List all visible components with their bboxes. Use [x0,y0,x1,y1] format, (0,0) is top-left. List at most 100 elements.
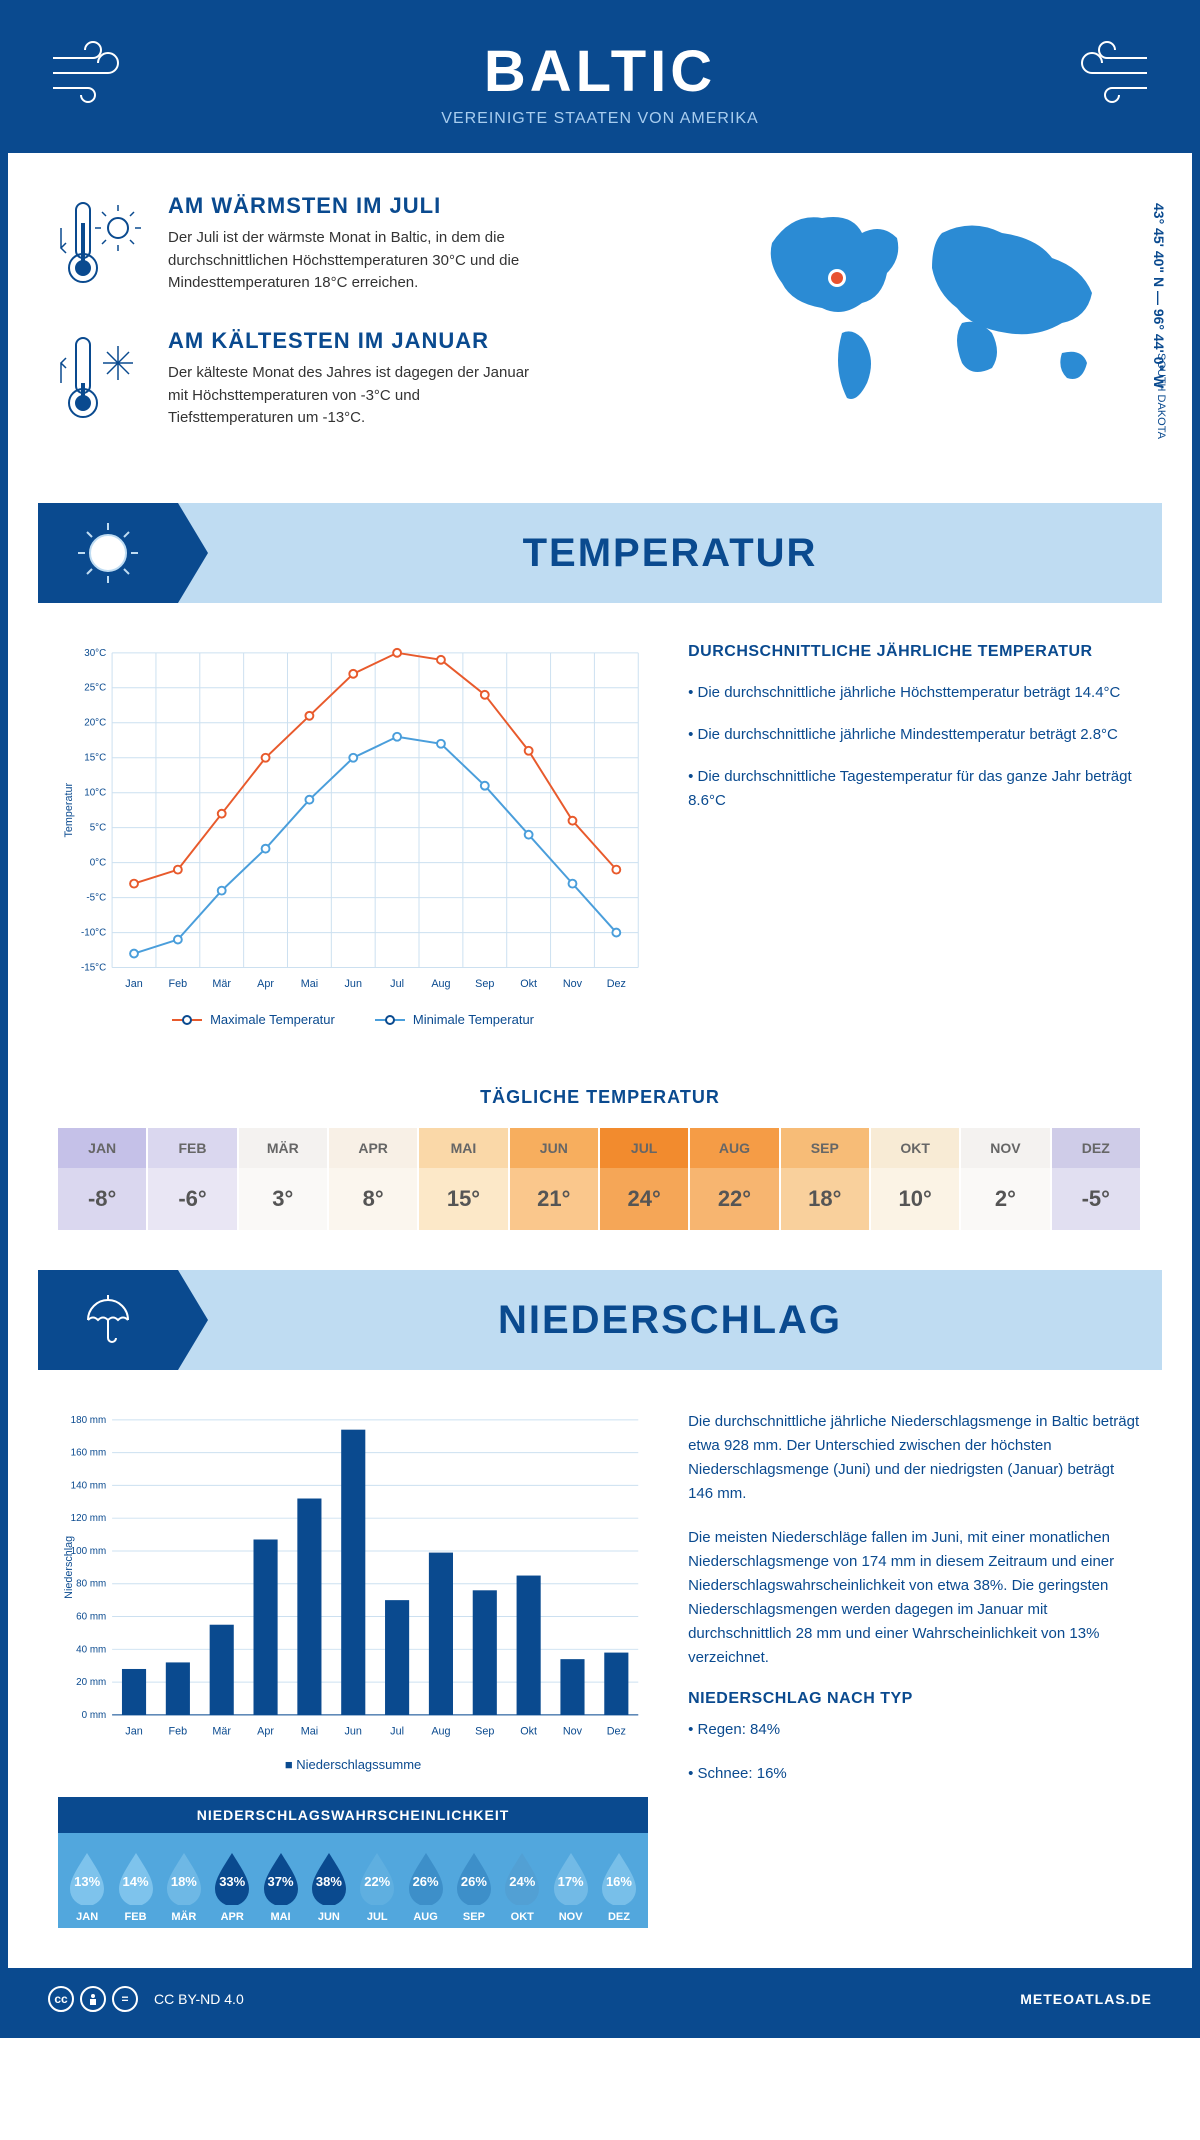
page-subtitle: VEREINIGTE STAATEN VON AMERIKA [441,110,758,128]
svg-text:Jul: Jul [390,1726,404,1738]
cc-icon: cc [48,1986,74,2012]
probability-cell: 26% SEP [450,1851,498,1923]
coldest-block: AM KÄLTESTEN IM JANUAR Der kälteste Mona… [58,328,702,433]
temp-info-title: DURCHSCHNITTLICHE JÄHRLICHE TEMPERATUR [688,643,1142,661]
precip-type1: • Regen: 84% [688,1718,1142,1742]
svg-text:Mär: Mär [212,1726,231,1738]
svg-text:Sep: Sep [475,978,494,990]
daily-cell: JAN -8° [58,1128,148,1230]
svg-text:Apr: Apr [257,1726,274,1738]
temp-blocks: AM WÄRMSTEN IM JULI Der Juli ist der wär… [58,193,702,463]
raindrop-icon: 24% [500,1851,544,1905]
raindrop-icon: 38% [307,1851,351,1905]
svg-text:Nov: Nov [563,1726,583,1738]
svg-text:Mai: Mai [301,978,318,990]
precip-p1: Die durchschnittliche jährliche Niedersc… [688,1410,1142,1506]
daily-cell: NOV 2° [961,1128,1051,1230]
temp-legend: Maximale Temperatur Minimale Temperatur [58,1012,648,1027]
daily-cell: DEZ -5° [1052,1128,1142,1230]
svg-text:100 mm: 100 mm [71,1546,107,1557]
precip-text: Die durchschnittliche jährliche Niedersc… [688,1410,1142,1928]
site-name: METEOATLAS.DE [1020,1991,1152,2007]
probability-cell: 37% MAI [256,1851,304,1923]
warmest-text: AM WÄRMSTEN IM JULI Der Juli ist der wär… [168,193,548,298]
raindrop-icon: 18% [162,1851,206,1905]
temp-info-p2: • Die durchschnittliche jährliche Mindes… [688,723,1142,747]
probability-cell: 14% FEB [111,1851,159,1923]
svg-text:Jul: Jul [390,978,404,990]
warmest-title: AM WÄRMSTEN IM JULI [168,193,548,219]
svg-text:0°C: 0°C [90,858,107,869]
svg-text:160 mm: 160 mm [71,1448,107,1459]
legend-min: Minimale Temperatur [375,1012,534,1027]
svg-text:120 mm: 120 mm [71,1513,107,1524]
daily-cell: JUL 24° [600,1128,690,1230]
raindrop-icon: 14% [114,1851,158,1905]
svg-text:20 mm: 20 mm [76,1677,106,1688]
svg-text:Mai: Mai [301,1726,318,1738]
svg-text:Jan: Jan [125,978,142,990]
umbrella-icon [38,1270,178,1370]
svg-text:30°C: 30°C [84,648,106,659]
precip-section: 0 mm20 mm40 mm60 mm80 mm100 mm120 mm140 … [8,1370,1192,1968]
probability-cell: 13% JAN [63,1851,111,1923]
probability-cell: 17% NOV [546,1851,594,1923]
precip-type2: • Schnee: 16% [688,1762,1142,1786]
svg-text:Temperatur: Temperatur [63,782,75,837]
world-map: 43° 45' 40" N — 96° 44' 0" W SOUTH DAKOT… [742,193,1142,463]
daily-temp-title: TÄGLICHE TEMPERATUR [8,1087,1192,1108]
precip-left: 0 mm20 mm40 mm60 mm80 mm100 mm120 mm140 … [58,1410,648,1928]
svg-text:Apr: Apr [257,978,274,990]
svg-text:180 mm: 180 mm [71,1415,107,1426]
svg-text:Dez: Dez [607,1726,626,1738]
probability-cell: 38% JUN [305,1851,353,1923]
svg-text:Mär: Mär [212,978,231,990]
svg-text:-10°C: -10°C [81,928,106,939]
warmest-desc: Der Juli ist der wärmste Monat in Baltic… [168,227,548,295]
daily-cell: APR 8° [329,1128,419,1230]
raindrop-icon: 26% [452,1851,496,1905]
svg-text:60 mm: 60 mm [76,1612,106,1623]
coldest-text: AM KÄLTESTEN IM JANUAR Der kälteste Mona… [168,328,548,433]
probability-cell: 22% JUL [353,1851,401,1923]
section-title: NIEDERSCHLAG [178,1298,1162,1343]
daily-cell: FEB -6° [148,1128,238,1230]
wind-icon [48,38,138,113]
wind-icon [1062,38,1152,113]
temp-info-p3: • Die durchschnittliche Tagestemperatur … [688,765,1142,813]
precip-legend: Niederschlagssumme [58,1757,648,1772]
svg-text:25°C: 25°C [84,683,106,694]
daily-cell: SEP 18° [781,1128,871,1230]
svg-text:20°C: 20°C [84,718,106,729]
svg-text:40 mm: 40 mm [76,1644,106,1655]
daily-cell: MAI 15° [419,1128,509,1230]
coldest-desc: Der kälteste Monat des Jahres ist dagege… [168,362,548,430]
daily-cell: AUG 22° [690,1128,780,1230]
top-section: AM WÄRMSTEN IM JULI Der Juli ist der wär… [8,153,1192,503]
daily-cell: MÄR 3° [239,1128,329,1230]
temperature-line-chart: -15°C-10°C-5°C0°C5°C10°C15°C20°C25°C30°C… [58,643,648,1027]
sun-icon [38,503,178,603]
footer: cc = CC BY-ND 4.0 METEOATLAS.DE [8,1968,1192,2030]
probability-cell: 33% APR [208,1851,256,1923]
svg-text:15°C: 15°C [84,753,106,764]
header-title: BALTIC VEREINIGTE STAATEN VON AMERIKA [441,38,758,128]
svg-text:Feb: Feb [169,1726,188,1738]
temp-annual-info: DURCHSCHNITTLICHE JÄHRLICHE TEMPERATUR •… [688,643,1142,1027]
svg-text:Feb: Feb [169,978,188,990]
section-header-precipitation: NIEDERSCHLAG [38,1270,1162,1370]
thermometer-hot-icon [58,193,148,298]
svg-text:Jun: Jun [345,1726,362,1738]
raindrop-icon: 17% [549,1851,593,1905]
nd-icon: = [112,1986,138,2012]
svg-text:5°C: 5°C [90,823,107,834]
page: BALTIC VEREINIGTE STAATEN VON AMERIKA AM… [0,0,1200,2038]
license-block: cc = CC BY-ND 4.0 [48,1986,244,2012]
temp-info-p1: • Die durchschnittliche jährliche Höchst… [688,681,1142,705]
precip-type-title: NIEDERSCHLAG NACH TYP [688,1690,1142,1708]
precipitation-bar-chart: 0 mm20 mm40 mm60 mm80 mm100 mm120 mm140 … [58,1410,648,1744]
svg-text:Jan: Jan [125,1726,142,1738]
page-title: BALTIC [441,38,758,105]
license-text: CC BY-ND 4.0 [154,1991,244,2007]
daily-temp-table: JAN -8° FEB -6° MÄR 3° APR 8° MAI 15° JU… [58,1128,1142,1230]
